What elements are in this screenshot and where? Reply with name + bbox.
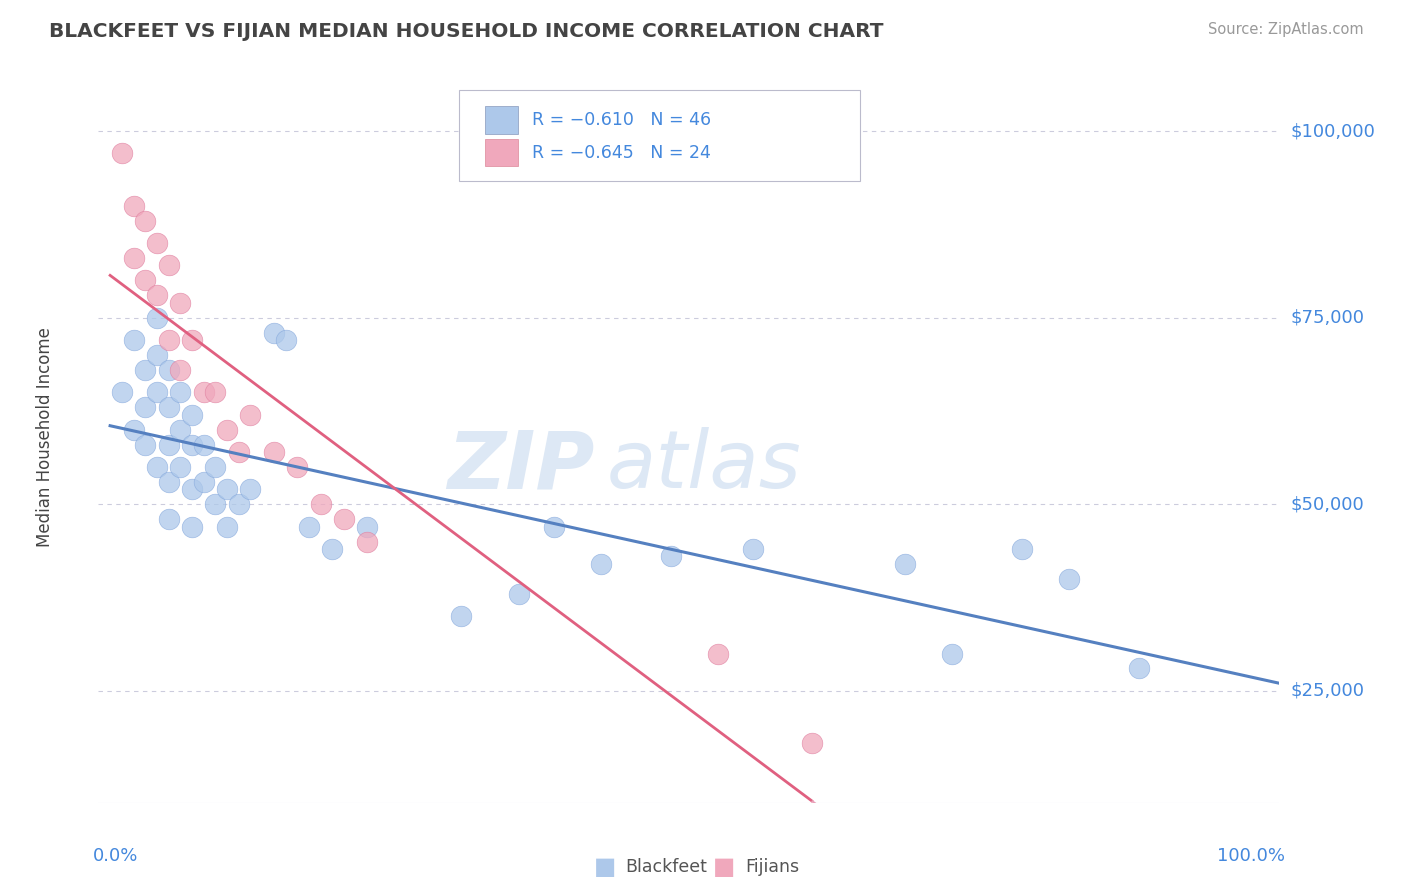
Text: Median Household Income: Median Household Income	[37, 327, 55, 547]
Point	[263, 326, 285, 340]
Point	[181, 333, 204, 347]
Point	[215, 423, 238, 437]
Point	[204, 497, 226, 511]
Point	[146, 310, 169, 325]
Point	[228, 497, 250, 511]
Point	[157, 512, 180, 526]
FancyBboxPatch shape	[458, 90, 860, 181]
Point	[122, 423, 145, 437]
Point	[134, 401, 156, 415]
Point	[169, 459, 191, 474]
Point	[157, 401, 180, 415]
Text: Blackfeet: Blackfeet	[626, 858, 707, 876]
Point	[274, 333, 297, 347]
Point	[169, 295, 191, 310]
Point	[356, 534, 378, 549]
Text: R = −0.645   N = 24: R = −0.645 N = 24	[531, 144, 711, 161]
Point	[204, 459, 226, 474]
Point	[1011, 542, 1033, 557]
Point	[356, 519, 378, 533]
Point	[204, 385, 226, 400]
Point	[285, 459, 308, 474]
Point	[707, 647, 730, 661]
Point	[146, 288, 169, 302]
Point	[941, 647, 963, 661]
Point	[122, 333, 145, 347]
Point	[239, 483, 262, 497]
Point	[309, 497, 332, 511]
Point	[215, 483, 238, 497]
Text: R = −0.610   N = 46: R = −0.610 N = 46	[531, 111, 711, 128]
Text: Source: ZipAtlas.com: Source: ZipAtlas.com	[1208, 22, 1364, 37]
Point	[146, 459, 169, 474]
Point	[146, 348, 169, 362]
FancyBboxPatch shape	[485, 106, 517, 134]
Point	[321, 542, 343, 557]
Point	[742, 542, 765, 557]
Point	[146, 385, 169, 400]
Point	[298, 519, 321, 533]
Point	[193, 475, 215, 489]
Point	[800, 736, 823, 750]
Point	[169, 423, 191, 437]
Text: Fijians: Fijians	[745, 858, 799, 876]
Point	[134, 213, 156, 227]
Point	[169, 363, 191, 377]
Point	[193, 385, 215, 400]
Point	[228, 445, 250, 459]
Point	[239, 408, 262, 422]
Point	[181, 519, 204, 533]
Point	[333, 512, 356, 526]
Text: ■: ■	[593, 855, 616, 879]
Point	[894, 557, 917, 571]
Point	[1128, 661, 1150, 675]
Point	[134, 273, 156, 287]
Point	[215, 519, 238, 533]
Text: $75,000: $75,000	[1291, 309, 1365, 326]
Point	[157, 333, 180, 347]
Text: ■: ■	[713, 855, 735, 879]
Point	[122, 199, 145, 213]
Point	[134, 363, 156, 377]
Point	[157, 363, 180, 377]
Point	[263, 445, 285, 459]
Text: 0.0%: 0.0%	[93, 847, 138, 864]
Point	[508, 587, 530, 601]
Point	[157, 259, 180, 273]
Point	[1057, 572, 1080, 586]
Text: $100,000: $100,000	[1291, 122, 1375, 140]
Text: ZIP: ZIP	[447, 427, 595, 506]
Point	[193, 437, 215, 451]
Point	[122, 251, 145, 265]
Text: $50,000: $50,000	[1291, 495, 1364, 513]
Point	[146, 235, 169, 250]
Point	[591, 557, 613, 571]
Point	[169, 385, 191, 400]
Point	[181, 408, 204, 422]
Point	[134, 437, 156, 451]
Text: $25,000: $25,000	[1291, 681, 1365, 700]
Point	[111, 385, 134, 400]
Point	[111, 146, 134, 161]
Point	[543, 519, 565, 533]
Point	[450, 609, 472, 624]
Text: 100.0%: 100.0%	[1218, 847, 1285, 864]
Text: atlas: atlas	[606, 427, 801, 506]
Point	[181, 483, 204, 497]
Point	[181, 437, 204, 451]
Point	[157, 437, 180, 451]
Text: BLACKFEET VS FIJIAN MEDIAN HOUSEHOLD INCOME CORRELATION CHART: BLACKFEET VS FIJIAN MEDIAN HOUSEHOLD INC…	[49, 22, 884, 41]
Point	[661, 549, 683, 564]
FancyBboxPatch shape	[485, 138, 517, 167]
Point	[157, 475, 180, 489]
